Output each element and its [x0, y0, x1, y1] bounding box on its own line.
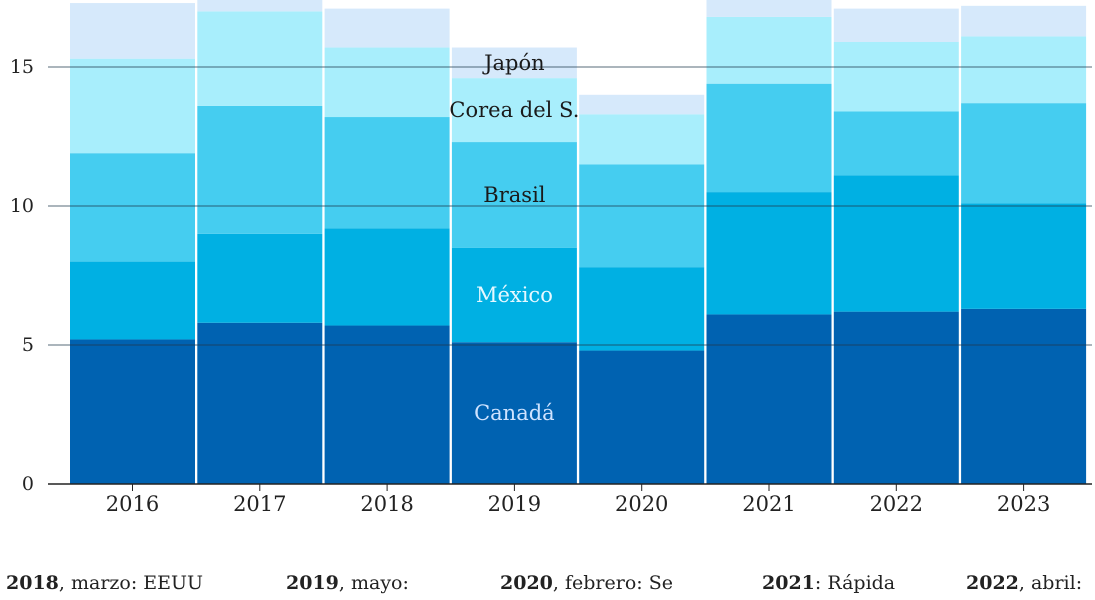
bar-segment-canad-2021: [706, 314, 832, 484]
bar-segment-jap-n-2018: [324, 8, 450, 48]
bar-segment-brasil-2020: [579, 164, 705, 268]
x-tick-label-2023: 2023: [997, 492, 1050, 516]
bar-segment-brasil-2023: [961, 103, 1087, 204]
bar-segment-corea-del-s-2020: [579, 114, 705, 165]
bar-segment-corea-del-s-2018: [324, 47, 450, 118]
note-item: 2022, abril:: [966, 572, 1082, 594]
y-tick-label-15: 15: [10, 56, 34, 78]
bar-segment-brasil-2017: [197, 105, 323, 234]
note-text: , abril:: [1018, 572, 1083, 594]
x-tick-label-2022: 2022: [870, 492, 923, 516]
bar-segment-jap-n-2023: [961, 5, 1087, 37]
bar-segment-canad-2023: [961, 308, 1087, 484]
x-tick-label-2017: 2017: [233, 492, 286, 516]
y-tick-label-10: 10: [10, 195, 34, 217]
bar-segment-m-xico-2017: [197, 233, 323, 323]
series-label-canad: Canadá: [474, 401, 555, 425]
bar-segment-m-xico-2016: [70, 261, 195, 340]
note-text: : Rápida: [814, 572, 896, 594]
bar-segment-jap-n-2019: [451, 47, 577, 79]
bar-segment-canad-2019: [451, 342, 577, 484]
note-year: 2021: [762, 572, 815, 594]
bar-segment-jap-n-2017: [197, 0, 323, 12]
bar-segment-m-xico-2021: [706, 192, 832, 315]
series-label-corea-del-s: Corea del S.: [449, 98, 579, 122]
note-year: 2019: [286, 572, 339, 594]
bar-segment-m-xico-2023: [961, 203, 1087, 309]
bar-segment-m-xico-2022: [833, 175, 959, 312]
y-tick-label-5: 5: [22, 334, 34, 356]
note-year: 2018: [6, 572, 59, 594]
note-text: , febrero: Se: [552, 572, 673, 594]
note-text: , marzo: EEUU: [58, 572, 204, 594]
note-item: 2020, febrero: Se: [500, 572, 673, 594]
bar-segment-brasil-2021: [706, 83, 832, 193]
chart-area: 0 5 10 15 2016 2017 2018 2019 2020 2021 2022 2023 Ca…: [10, 0, 1092, 516]
bar-segment-jap-n-2022: [833, 8, 959, 42]
x-tick-label-2020: 2020: [615, 492, 668, 516]
bar-segment-brasil-2016: [70, 153, 195, 262]
bar-segment-brasil-2019: [451, 142, 577, 248]
note-year: 2022: [966, 572, 1019, 594]
bar-segment-canad-2016: [70, 339, 195, 484]
note-text: , mayo:: [338, 572, 409, 594]
bar-segment-canad-2017: [197, 322, 323, 484]
bar-segment-corea-del-s-2023: [961, 36, 1087, 104]
bar-segment-m-xico-2019: [451, 247, 577, 343]
note-item: 2021: Rápida: [762, 572, 895, 594]
series-label-jap-n: Japón: [482, 51, 545, 75]
bar-segment-jap-n-2020: [579, 94, 705, 115]
x-tick-label-2021: 2021: [742, 492, 795, 516]
stacked-bar-chart: 0 5 10 15 2016 2017 2018 2019 2020 2021 2022 2023 Ca…: [10, 0, 1092, 516]
bar-segment-jap-n-2021: [706, 0, 832, 17]
note-item: 2019, mayo:: [286, 572, 409, 594]
bar-segment-corea-del-s-2019: [451, 78, 577, 143]
series-label-brasil: Brasil: [483, 183, 545, 207]
bar-segment-m-xico-2018: [324, 228, 450, 326]
bar-segment-corea-del-s-2021: [706, 16, 832, 84]
timeline-notes: 2018, marzo: EEUU 2019, mayo: 2020, febr…: [0, 572, 1095, 600]
x-tick-label-2016: 2016: [106, 492, 159, 516]
x-tick-label-2019: 2019: [488, 492, 541, 516]
bar-segment-brasil-2022: [833, 111, 959, 176]
bar-segment-canad-2022: [833, 311, 959, 484]
bar-segment-jap-n-2016: [70, 3, 195, 59]
series-label-m-xico: México: [476, 283, 553, 307]
bar-segment-canad-2018: [324, 325, 450, 484]
bar-segment-corea-del-s-2022: [833, 41, 959, 112]
y-tick-label-0: 0: [22, 473, 34, 495]
x-tick-label-2018: 2018: [360, 492, 413, 516]
bar-segment-canad-2020: [579, 350, 705, 484]
note-year: 2020: [500, 572, 553, 594]
bar-segment-corea-del-s-2017: [197, 11, 323, 106]
note-item: 2018, marzo: EEUU: [6, 572, 203, 594]
bar-segment-corea-del-s-2016: [70, 58, 195, 154]
bar-segment-m-xico-2020: [579, 267, 705, 351]
bar-segment-brasil-2018: [324, 117, 450, 229]
